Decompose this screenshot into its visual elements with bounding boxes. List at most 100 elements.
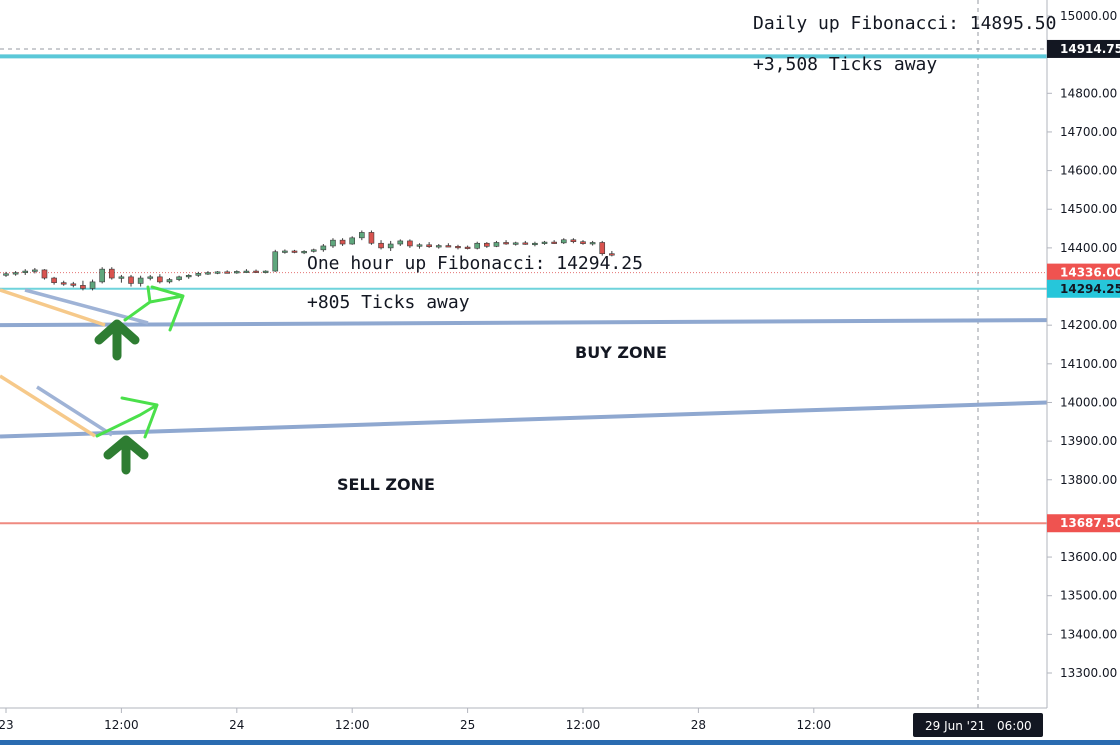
candle-body — [22, 270, 29, 273]
candle-body — [387, 243, 394, 249]
candle — [147, 274, 154, 281]
candle-body — [32, 269, 38, 272]
candle — [32, 267, 38, 274]
hourly-fib-title: One hour up Fibonacci: 14294.25 — [307, 253, 643, 274]
candle-body — [416, 244, 423, 247]
candle-body — [493, 242, 500, 247]
daily-fib-title: Daily up Fibonacci: 14895.50 — [753, 13, 1056, 34]
lower-support[interactable] — [0, 400, 1048, 439]
green-arrow-upper[interactable] — [123, 285, 185, 332]
candle — [359, 230, 365, 241]
candle-body — [12, 272, 19, 275]
candle-body — [41, 269, 48, 279]
candle-body — [397, 240, 404, 245]
candle — [185, 274, 192, 279]
candle — [195, 271, 202, 277]
drawing-layer — [0, 54, 1048, 525]
y-tick-label: 14200.00 — [1060, 318, 1117, 332]
candle — [291, 249, 298, 254]
candle-body — [80, 285, 86, 289]
candle — [493, 240, 500, 248]
candle-body — [532, 242, 538, 246]
candle — [330, 238, 336, 248]
candle — [22, 269, 29, 275]
candle — [407, 239, 413, 248]
candle — [368, 230, 375, 245]
candle-body — [272, 251, 279, 272]
candle — [80, 280, 86, 291]
x-tick-label: 12:00 — [104, 718, 139, 732]
candle-body — [3, 273, 9, 276]
candle — [503, 240, 509, 245]
candle-body — [320, 245, 327, 251]
candle — [426, 242, 432, 248]
candle-body — [570, 239, 577, 242]
candle-body — [426, 244, 432, 248]
blue-trend-line-lower[interactable] — [36, 385, 113, 437]
candle — [301, 250, 307, 255]
candle — [282, 249, 288, 254]
candle-body — [599, 242, 606, 254]
candle-body — [176, 276, 182, 280]
candle — [445, 243, 452, 248]
candle-body — [157, 276, 163, 283]
candle-body — [378, 242, 384, 249]
candle — [387, 240, 394, 251]
candle-body — [243, 270, 250, 273]
candle-body — [282, 250, 288, 253]
candle-body — [310, 249, 317, 252]
candle — [137, 275, 144, 287]
candle — [3, 271, 9, 277]
orange-trend-line-upper[interactable] — [0, 288, 106, 327]
candle — [60, 280, 67, 286]
price-tag-label: 13687.50 — [1060, 516, 1120, 530]
up-arrow-icon-buy[interactable] — [94, 319, 140, 361]
candle-body — [445, 245, 452, 248]
candle — [41, 269, 48, 280]
candle-body — [580, 241, 586, 244]
candle-body — [464, 246, 471, 249]
annotation-layer: Daily up Fibonacci: 14895.50 +3,508 Tick… — [307, 13, 1056, 494]
green-arrow-lower[interactable] — [95, 396, 159, 439]
crosshair-date-label: 29 Jun '21 — [925, 719, 985, 733]
candle — [589, 240, 596, 246]
candle-body — [185, 275, 192, 278]
price-tag-label: 14914.75 — [1060, 42, 1120, 56]
candle-body — [541, 241, 548, 244]
price-tag-daily-fib: 14914.75 — [1047, 39, 1120, 58]
price-axis[interactable] — [1047, 0, 1120, 745]
y-tick-label: 13800.00 — [1060, 473, 1117, 487]
y-tick-label: 13500.00 — [1060, 589, 1117, 603]
candle-body — [166, 279, 173, 283]
candle-body — [89, 281, 96, 289]
y-tick-label: 13400.00 — [1060, 627, 1117, 641]
candle — [397, 239, 404, 246]
orange-trend-line-lower[interactable] — [0, 374, 96, 438]
candle-body — [70, 283, 77, 286]
candle — [176, 275, 182, 282]
candle — [464, 245, 471, 250]
x-tick-label: 24 — [229, 718, 244, 732]
arrow-drawings — [0, 285, 185, 475]
y-tick-label: 14700.00 — [1060, 125, 1117, 139]
candle-body — [301, 251, 307, 254]
price-tag-hourly-fib: 14294.25 — [1047, 279, 1120, 298]
candle-body — [128, 276, 134, 284]
candle-body — [262, 270, 269, 273]
y-tick-label: 14100.00 — [1060, 357, 1117, 371]
candle — [378, 240, 384, 250]
candle — [118, 274, 125, 283]
candle — [234, 270, 240, 274]
upper-support[interactable] — [0, 318, 1048, 328]
candle — [435, 244, 442, 249]
y-tick-label: 14000.00 — [1060, 395, 1117, 409]
candle — [570, 238, 577, 244]
candle — [243, 269, 250, 274]
up-arrow-icon-sell[interactable] — [103, 435, 149, 475]
candle — [253, 269, 259, 274]
candle — [512, 241, 519, 246]
y-tick-label: 14800.00 — [1060, 86, 1117, 100]
